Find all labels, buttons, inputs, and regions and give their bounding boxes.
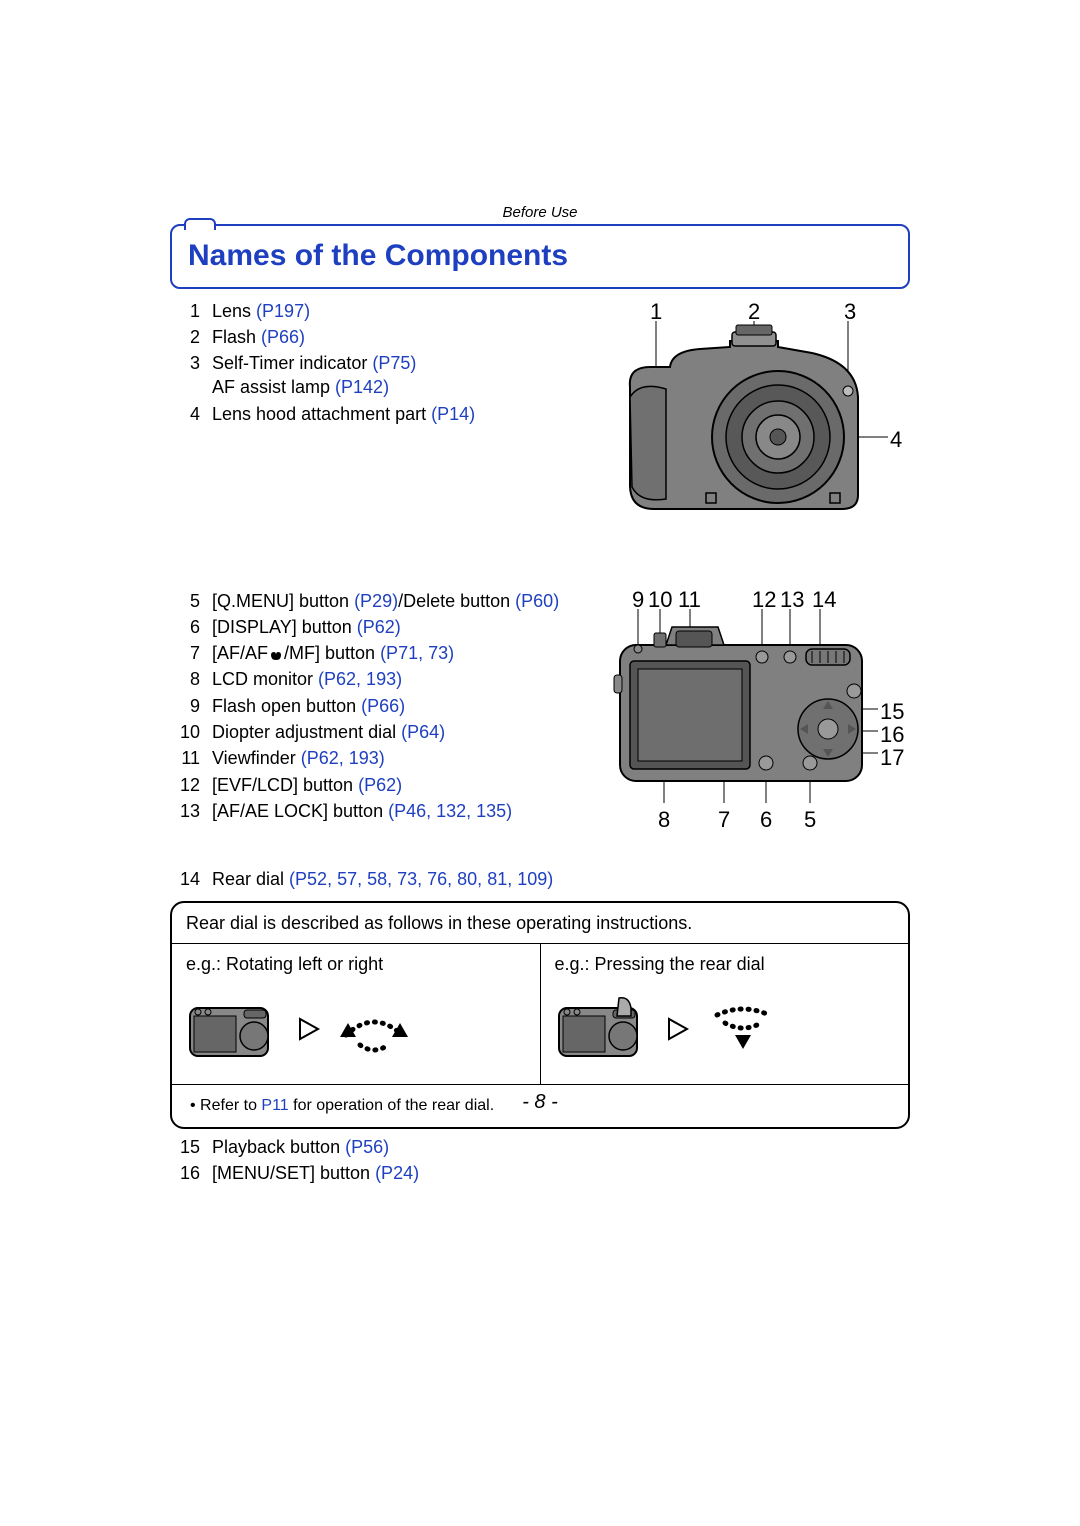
after-component-list: 15 Playback button (P56) 16 [MENU/SET] butt…: [170, 1135, 910, 1186]
table-right-label: e.g.: Pressing the rear dial: [541, 944, 909, 984]
front-component-list: 1Lens (P197)2Flash (P66)3Self-Timer indi…: [170, 297, 590, 557]
table-caption: Rear dial is described as follows in the…: [172, 903, 908, 943]
callout-17: 17: [880, 743, 904, 773]
item-number: 8: [170, 667, 200, 691]
item-text: [AF/AF/MF] button (P71, 73): [212, 641, 590, 665]
component-10: 10 Diopter adjustment dial (P64): [170, 720, 590, 744]
front-figure: 1 2 3 4: [610, 297, 910, 557]
component-1: 1 Lens (P197): [170, 299, 590, 323]
item-text: [Q.MENU] button (P29)/Delete button (P60…: [212, 589, 590, 613]
item-text: [EVF/LCD] button (P62): [212, 773, 590, 797]
callout-7: 7: [718, 805, 730, 835]
item-number: 1: [170, 299, 200, 323]
item-number: 4: [170, 402, 200, 426]
item-number: 5: [170, 589, 200, 613]
component-14: 14 Rear dial (P52, 57, 58, 73, 76, 80, 81…: [170, 867, 910, 891]
item-number: 11: [170, 746, 200, 770]
item-number: 6: [170, 615, 200, 639]
callout-6: 6: [760, 805, 772, 835]
component-13: 13 [AF/AE LOCK] button (P46, 132, 135): [170, 799, 590, 823]
callout-13: 13: [780, 585, 804, 615]
callout-14: 14: [812, 585, 836, 615]
press-illustration: [541, 984, 909, 1084]
item-number: 2: [170, 325, 200, 349]
item-text: Flash open button (P66): [212, 694, 590, 718]
item-text: Playback button (P56): [212, 1135, 910, 1159]
callout-1: 1: [650, 297, 662, 327]
item-number: 15: [170, 1135, 200, 1159]
item-number: 3: [170, 351, 200, 400]
back-figure: 9 10 11 12 13 14 15 16 17 8 7 6 5: [610, 587, 910, 847]
item-number: 7: [170, 641, 200, 665]
item-text: LCD monitor (P62, 193): [212, 667, 590, 691]
component-8: 8 LCD monitor (P62, 193): [170, 667, 590, 691]
page-number: - 8 -: [0, 1089, 1080, 1116]
component-9: 9 Flash open button (P66): [170, 694, 590, 718]
item-text: Viewfinder (P62, 193): [212, 746, 590, 770]
item-number: 14: [170, 867, 200, 891]
item-number: 13: [170, 799, 200, 823]
component-11: 11 Viewfinder (P62, 193): [170, 746, 590, 770]
item-text: [AF/AE LOCK] button (P46, 132, 135): [212, 799, 590, 823]
component-2: 2 Flash (P66): [170, 325, 590, 349]
callout-4: 4: [890, 425, 902, 455]
component-5: 5 [Q.MENU] button (P29)/Delete button (P6…: [170, 589, 590, 613]
callout-3: 3: [844, 297, 856, 327]
component-15: 15 Playback button (P56): [170, 1135, 910, 1159]
callout-9: 9: [632, 585, 644, 615]
back-component-list: 5 [Q.MENU] button (P29)/Delete button (P6…: [170, 587, 590, 847]
item-text: Flash (P66): [212, 325, 590, 349]
callout-2: 2: [748, 297, 760, 327]
item-text: [DISPLAY] button (P62): [212, 615, 590, 639]
item-text: [MENU/SET] button (P24): [212, 1161, 910, 1185]
item-text: Rear dial (P52, 57, 58, 73, 76, 80, 81, …: [212, 867, 910, 891]
item-number: 9: [170, 694, 200, 718]
callout-11: 11: [678, 585, 701, 615]
item-text: Lens (P197): [212, 299, 590, 323]
item-number: 16: [170, 1161, 200, 1185]
component-3: 3Self-Timer indicator (P75)AF assist lam…: [170, 351, 590, 400]
item-text: Lens hood attachment part (P14): [212, 402, 590, 426]
callout-8: 8: [658, 805, 670, 835]
item-text: Self-Timer indicator (P75)AF assist lamp…: [212, 351, 590, 400]
section-header: Before Use: [0, 203, 1080, 223]
callout-5: 5: [804, 805, 816, 835]
item-number: 10: [170, 720, 200, 744]
component-4: 4 Lens hood attachment part (P14): [170, 402, 590, 426]
page-title: Names of the Components: [188, 236, 892, 277]
component-6: 6 [DISPLAY] button (P62): [170, 615, 590, 639]
rotate-illustration: [172, 984, 541, 1084]
title-box: Names of the Components: [170, 224, 910, 289]
callout-10: 10: [648, 585, 672, 615]
component-16: 16 [MENU/SET] button (P24): [170, 1161, 910, 1185]
callout-12: 12: [752, 585, 776, 615]
item-number: 12: [170, 773, 200, 797]
component-7: 7 [AF/AF/MF] button (P71, 73): [170, 641, 590, 665]
component-12: 12 [EVF/LCD] button (P62): [170, 773, 590, 797]
item-text: Diopter adjustment dial (P64): [212, 720, 590, 744]
table-left-label: e.g.: Rotating left or right: [172, 944, 541, 984]
